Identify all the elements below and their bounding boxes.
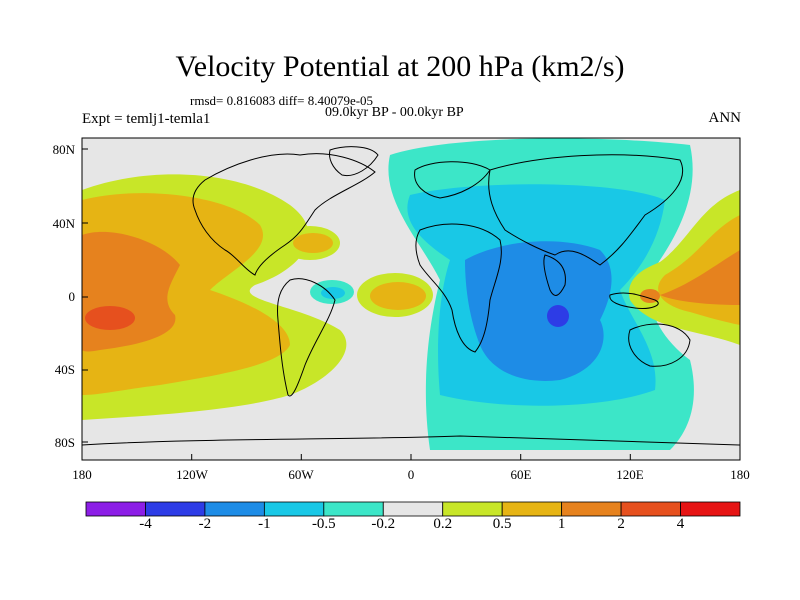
colorbar-label: -4 (139, 516, 152, 532)
x-tick-label: 120W (176, 467, 208, 482)
colorbar-swatch (85, 501, 146, 517)
colorbar-label: 1 (557, 516, 566, 532)
colorbar-label: -2 (198, 516, 212, 532)
y-tick-label: 0 (68, 289, 76, 304)
colorbar (85, 501, 741, 517)
colorbar-swatch (145, 501, 206, 517)
y-tick-label: 80N (52, 142, 75, 157)
season-label: ANN (708, 110, 742, 126)
colorbar-swatch (323, 501, 384, 517)
y-tick-label: 80S (54, 435, 75, 450)
stats-text: rmsd= 0.816083 diff= 8.40079e-05 (190, 93, 374, 108)
greenland-outline (329, 146, 379, 177)
colorbar-label: -0.5 (311, 516, 336, 532)
map-title: Velocity Potential at 200 hPa (km2/s) (175, 50, 625, 83)
colorbar-swatch (680, 501, 741, 517)
x-tick-label: 60W (288, 467, 314, 482)
colorbar-swatch (442, 501, 503, 517)
negative-region-core (465, 241, 612, 381)
positive-core-max (85, 306, 135, 330)
contour-fill (82, 138, 740, 460)
x-tick-label: 60E (510, 467, 532, 482)
colorbar-swatch (561, 501, 622, 517)
colorbar-label: 0.5 (492, 516, 512, 532)
y-tick-label: 40N (52, 216, 75, 231)
x-tick-label: 0 (407, 467, 415, 482)
colorbar-label: 4 (676, 516, 685, 532)
period-label: 09.0kyr BP - 00.0kyr BP (325, 105, 464, 120)
colorbar-label: -0.2 (371, 516, 396, 532)
experiment-label: Expt = temlj1-temla1 (82, 111, 211, 127)
colorbar-swatch (620, 501, 681, 517)
y-tick-label: 40S (54, 362, 75, 377)
x-tick-label: 180 (72, 467, 92, 482)
colorbar-swatch (382, 501, 444, 517)
australia-outline (628, 323, 691, 367)
colorbar-swatch (204, 501, 265, 517)
south-america-outline (277, 278, 336, 397)
europe-outline (414, 161, 491, 199)
africa-outline (415, 223, 502, 353)
india-outline (543, 254, 566, 296)
colorbar-label: 2 (617, 516, 625, 532)
asia-outline (488, 154, 683, 266)
colorbar-swatch (501, 501, 563, 517)
north-america-outline (192, 153, 376, 276)
maritime-continent-outline (609, 292, 659, 309)
x-tick-label: 180 (730, 467, 750, 482)
negative-core-min (547, 305, 569, 327)
colorbar-swatch (263, 501, 325, 517)
coastlines (82, 146, 740, 446)
x-tick-label: 120E (616, 467, 644, 482)
colorbar-label: -1 (258, 516, 271, 532)
tick-marks (81, 148, 741, 460)
antarctica-outline (82, 435, 740, 446)
colorbar-label: 0.2 (433, 516, 453, 532)
